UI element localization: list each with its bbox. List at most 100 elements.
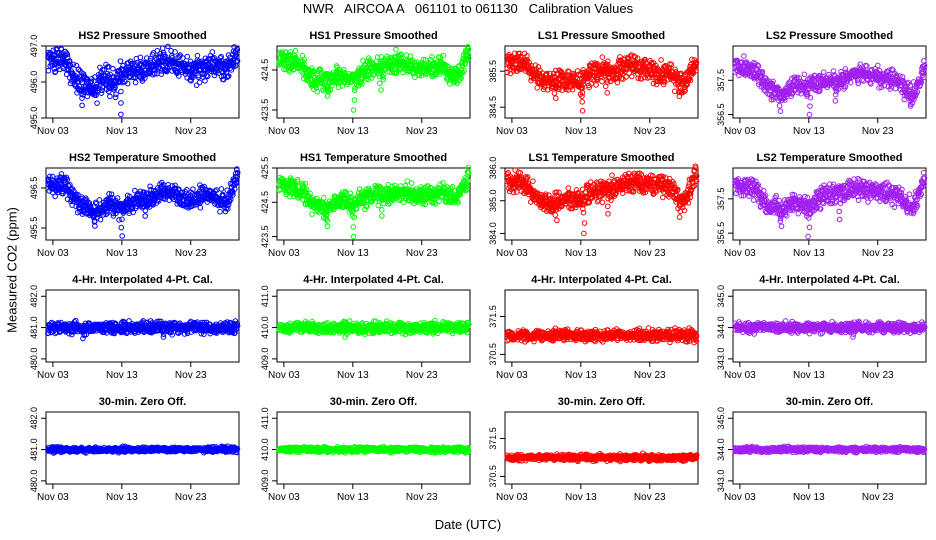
data-point [660, 194, 666, 201]
data-point [436, 198, 442, 205]
data-point [118, 100, 124, 106]
data-point [350, 107, 357, 113]
data-point [172, 49, 178, 55]
data-point [112, 84, 118, 91]
data-point [551, 90, 558, 96]
x-tick-label: Nov 03 [268, 248, 300, 259]
data-point [211, 54, 217, 61]
data-point [223, 66, 230, 72]
data-point [165, 43, 171, 50]
x-axis-title: Date (UTC) [434, 517, 502, 532]
data-point [287, 49, 294, 55]
x-tick-label: Nov 23 [406, 248, 438, 259]
y-tick-label: 385.0 [488, 189, 498, 212]
x-tick-label: Nov 13 [793, 248, 825, 259]
data-point [776, 102, 783, 109]
data-point [629, 73, 635, 80]
data-point [124, 80, 131, 87]
data-point [317, 66, 324, 73]
data-point [552, 95, 559, 101]
data-point [132, 79, 139, 86]
data-point [98, 90, 105, 96]
data-point [368, 71, 374, 78]
data-point [99, 84, 106, 91]
data-point [190, 74, 196, 81]
data-point [301, 56, 308, 63]
data-point [209, 49, 216, 55]
data-point [602, 83, 609, 90]
data-point [142, 207, 149, 214]
data-point [374, 54, 381, 60]
data-point [118, 224, 125, 231]
panel-title: HS1 Temperature Smoothed [300, 152, 447, 164]
data-point [605, 211, 611, 217]
y-tick-label: 424.5 [260, 59, 270, 82]
data-point [309, 211, 315, 217]
x-tick-label: Nov 23 [862, 126, 894, 137]
data-points [732, 169, 928, 240]
data-points [45, 43, 241, 118]
data-point [379, 207, 385, 213]
x-tick-label: Nov 23 [862, 248, 894, 259]
data-point [57, 66, 63, 73]
data-point [64, 51, 71, 58]
data-point [169, 54, 176, 61]
panel-title: HS1 Pressure Smoothed [309, 30, 437, 42]
data-point [217, 208, 223, 215]
data-point [152, 70, 158, 77]
data-point [376, 80, 383, 86]
data-point [118, 111, 124, 118]
data-point [101, 67, 108, 73]
data-point [79, 95, 85, 101]
data-point [194, 52, 201, 59]
data-point [202, 77, 208, 84]
data-point [292, 47, 299, 54]
data-point [318, 77, 325, 83]
data-point [599, 78, 605, 85]
data-point [94, 100, 100, 106]
x-tick-label: Nov 13 [793, 126, 825, 137]
y-tick-label: 384.5 [488, 96, 498, 119]
data-point [534, 85, 540, 91]
x-tick-label: Nov 13 [565, 248, 597, 259]
data-point [45, 67, 52, 74]
data-point [142, 213, 148, 219]
panel-title: LS1 Pressure Smoothed [538, 30, 665, 42]
data-point [530, 178, 536, 184]
panel-title: LS2 Pressure Smoothed [766, 30, 893, 42]
data-point [658, 57, 664, 63]
data-point [579, 99, 585, 105]
data-point [211, 72, 218, 79]
x-tick-label: Nov 03 [268, 126, 300, 137]
x-tick-label: Nov 23 [634, 248, 666, 259]
x-tick-label: Nov 03 [37, 248, 69, 259]
data-point [393, 46, 399, 53]
data-point [392, 53, 398, 60]
x-tick-label: Nov 13 [337, 248, 369, 259]
data-point [807, 103, 813, 109]
data-point [609, 172, 615, 178]
data-point [110, 65, 116, 72]
y-tick-label: 496.5 [29, 177, 39, 200]
x-tick-label: Nov 13 [106, 248, 138, 259]
data-point [324, 93, 331, 99]
x-tick-label: Nov 13 [337, 126, 369, 137]
data-point [184, 53, 191, 60]
data-points [45, 166, 241, 239]
data-point [119, 216, 125, 222]
data-point [144, 55, 150, 61]
data-point [513, 189, 520, 195]
data-point [365, 76, 372, 83]
data-point [67, 62, 74, 69]
y-tick-label: 357.5 [716, 188, 726, 211]
data-point [53, 55, 59, 62]
data-point [857, 61, 864, 68]
data-point [132, 74, 139, 81]
y-tick-label: 495.0 [29, 107, 39, 130]
data-point [314, 88, 321, 95]
panel-title: HS2 Temperature Smoothed [69, 152, 216, 164]
data-point [88, 78, 95, 85]
